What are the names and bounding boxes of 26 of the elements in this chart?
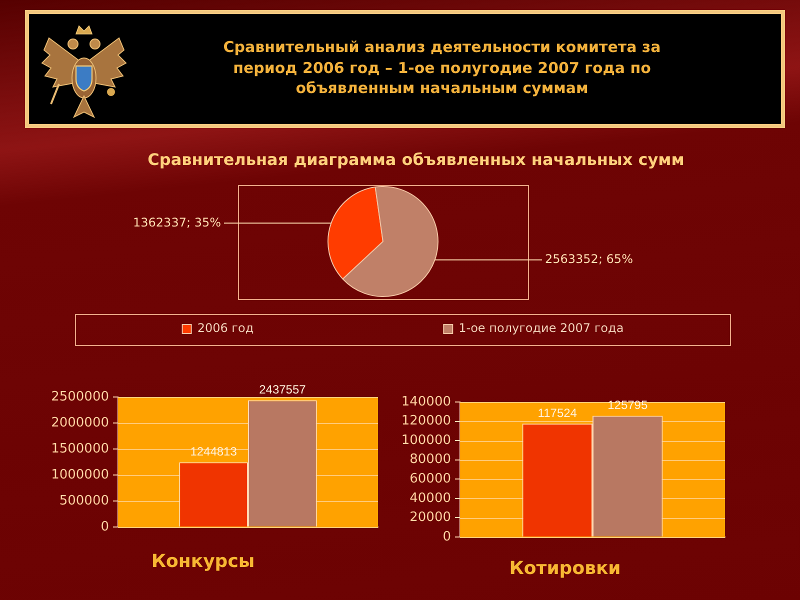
chart-subtitle: Сравнительная диаграмма объявленных начальных сумм	[146, 150, 686, 169]
y-tick-label: 40000	[410, 490, 451, 506]
data-label: 2437557	[259, 382, 306, 397]
chart-title: Сравнительный анализ деятельности комитета за период 2006 год – 1-ое полугодие 2007 года по объявленным начальным суммам	[222, 37, 662, 98]
data-label: 1244813	[190, 444, 238, 459]
data-label: 2563352; 65%	[545, 252, 633, 266]
data-label: 125795	[608, 398, 648, 412]
y-tick-label: 1500000	[51, 441, 109, 456]
x-axis-title: Конкурсы	[150, 551, 256, 572]
y-tick-label: 80000	[410, 452, 451, 468]
x-axis-title: Котировки	[508, 558, 622, 579]
y-tick-label: 140000	[401, 394, 451, 410]
y-tick-label: 0	[100, 519, 109, 534]
y-tick-label: 60000	[410, 472, 451, 487]
legend-label: 2006 год	[197, 321, 254, 336]
y-tick-label: 100000	[401, 432, 451, 448]
y-tick-label: 500000	[59, 493, 109, 508]
y-tick-label: 2500000	[51, 389, 109, 404]
y-tick-label: 120000	[401, 414, 451, 429]
y-tick-label: 0	[442, 529, 451, 544]
y-tick-label: 2000000	[51, 415, 109, 430]
legend-label: 1-ое полугодие 2007 года	[458, 321, 624, 336]
y-tick-label: 1000000	[51, 467, 109, 482]
y-tick-label: 20000	[410, 510, 451, 526]
data-label: 117524	[538, 406, 578, 420]
data-label: 1362337; 35%	[133, 215, 221, 230]
